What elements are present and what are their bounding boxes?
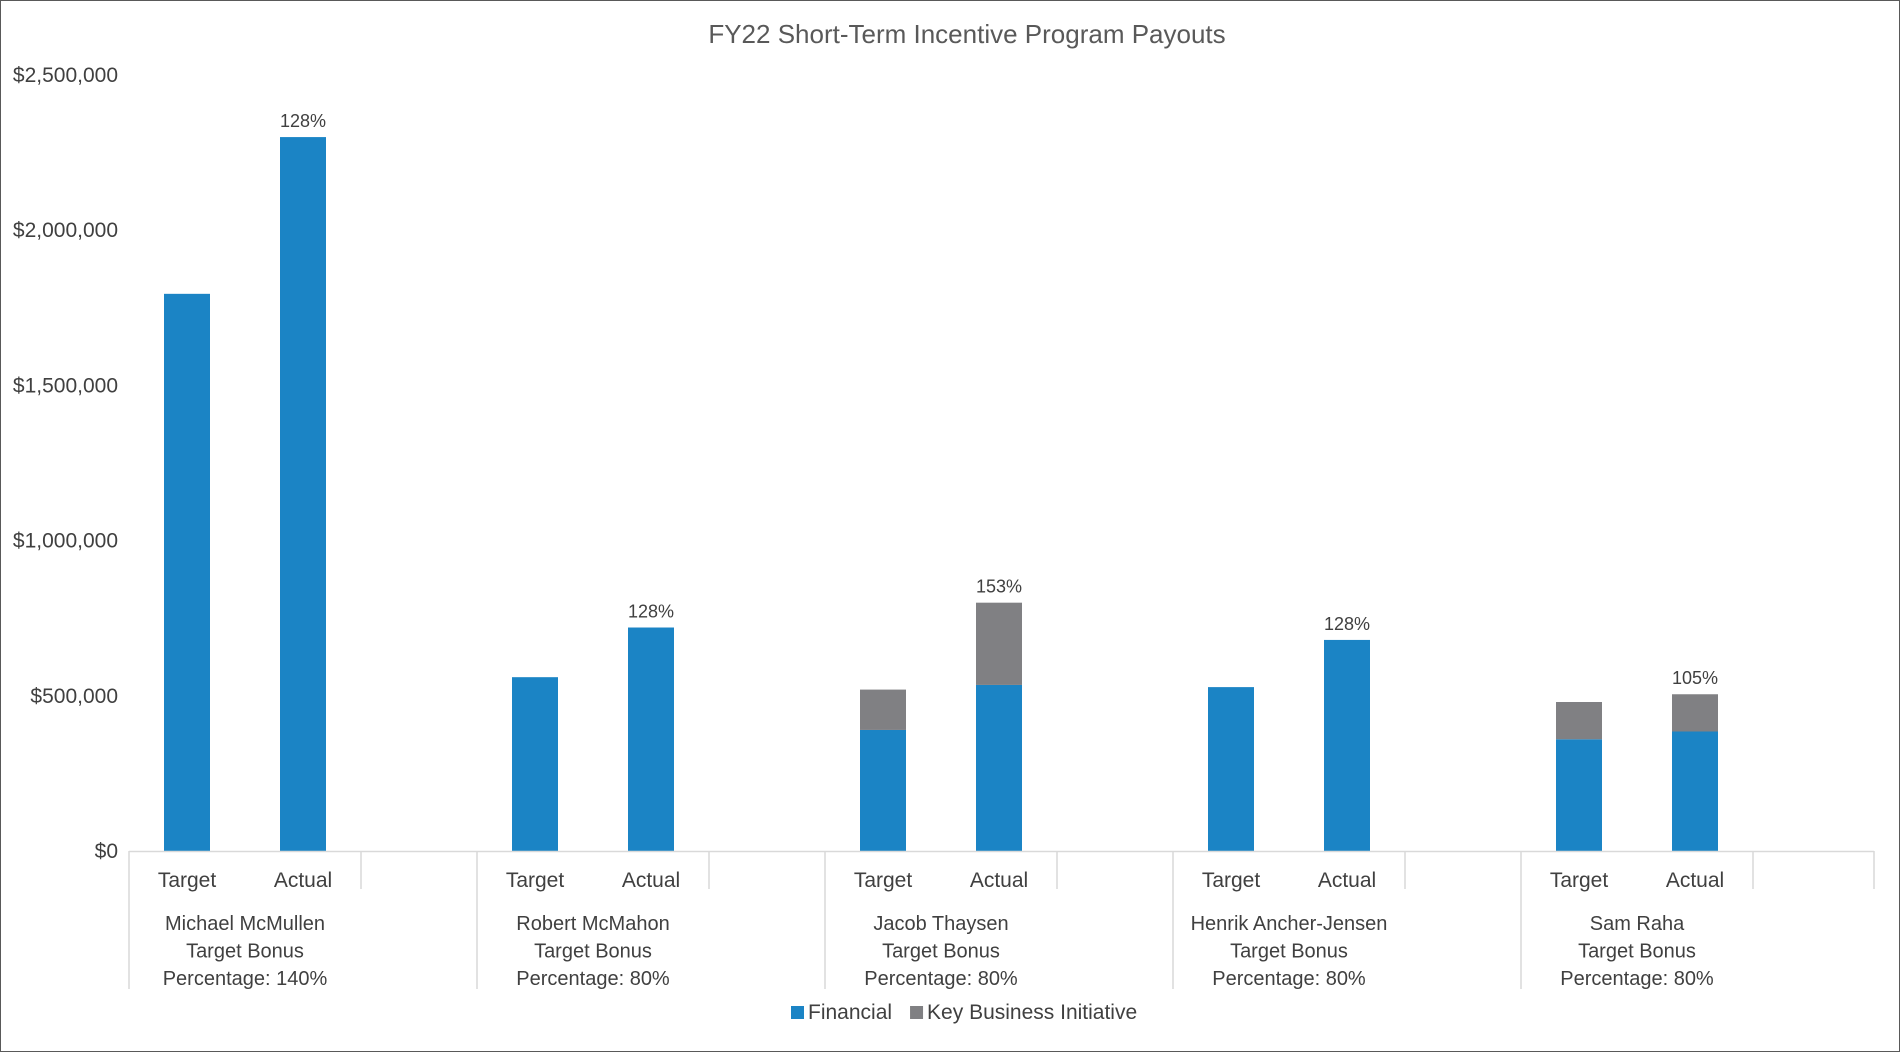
- y-tick-label: $1,500,000: [13, 374, 118, 397]
- bar-financial: [1208, 687, 1254, 851]
- group-label: Henrik Ancher-Jensen: [1191, 913, 1388, 935]
- data-label: 128%: [1324, 614, 1370, 634]
- group-label: Target Bonus: [186, 941, 304, 963]
- bar-financial: [860, 729, 906, 851]
- group-label: Sam Raha: [1590, 913, 1685, 935]
- legend-swatch: [910, 1006, 924, 1019]
- x-axis: [128, 850, 1875, 989]
- group-label: Percentage: 80%: [516, 968, 670, 990]
- data-label: 153%: [976, 577, 1022, 597]
- chart-title: FY22 Short-Term Incentive Program Payout…: [708, 19, 1225, 49]
- bar-financial: [1672, 731, 1718, 851]
- group-label: Percentage: 80%: [864, 968, 1018, 990]
- bar-key-business-initiative: [860, 689, 906, 730]
- data-label: 128%: [280, 111, 326, 131]
- category-label: Target: [158, 869, 217, 892]
- bar-financial: [976, 684, 1022, 851]
- category-label: Actual: [622, 869, 680, 892]
- bar-financial: [280, 137, 326, 851]
- group-label: Jacob Thaysen: [873, 913, 1008, 935]
- bar-key-business-initiative: [976, 602, 1022, 685]
- group-label: Target Bonus: [534, 941, 652, 963]
- data-label: 128%: [628, 602, 674, 622]
- bar-key-business-initiative: [1672, 694, 1718, 732]
- legend: Financial Key Business Initiative: [791, 1001, 1137, 1024]
- legend-swatch: [791, 1006, 804, 1019]
- y-tick-label: $1,000,000: [13, 530, 118, 553]
- y-tick-label: $2,500,000: [13, 64, 118, 87]
- bar-financial: [164, 293, 210, 851]
- group-label: Target Bonus: [1230, 941, 1348, 963]
- group-label: Percentage: 80%: [1212, 968, 1366, 990]
- group-label: Target Bonus: [882, 941, 1000, 963]
- category-label: Target: [506, 869, 565, 892]
- data-label: 105%: [1672, 668, 1718, 688]
- category-label: Actual: [970, 869, 1028, 892]
- x-axis-labels: Target Actual Michael McMullen Target Bonus…: [158, 869, 1724, 990]
- y-tick-label: $2,000,000: [13, 219, 118, 242]
- group-label: Michael McMullen: [165, 913, 325, 935]
- legend-label: Financial: [808, 1001, 892, 1024]
- bar-financial: [1324, 639, 1370, 851]
- category-label: Target: [854, 869, 913, 892]
- group-label: Percentage: 80%: [1560, 968, 1714, 990]
- legend-label: Key Business Initiative: [927, 1001, 1137, 1024]
- bars: 128% 128% 153% 128% 105%: [164, 111, 1718, 851]
- group-label: Percentage: 140%: [163, 968, 328, 990]
- group-label: Target Bonus: [1578, 941, 1696, 963]
- bar-financial: [628, 627, 674, 851]
- category-label: Actual: [274, 869, 332, 892]
- y-tick-label: $0: [95, 840, 118, 863]
- category-label: Target: [1550, 869, 1609, 892]
- group-label: Robert McMahon: [516, 913, 669, 935]
- bar-financial: [512, 677, 558, 851]
- y-axis-ticks: $0 $500,000 $1,000,000 $1,500,000 $2,000,000…: [13, 64, 118, 863]
- category-label: Actual: [1318, 869, 1376, 892]
- category-label: Actual: [1666, 869, 1724, 892]
- bar-financial: [1556, 739, 1602, 851]
- bar-key-business-initiative: [1556, 702, 1602, 740]
- y-tick-label: $500,000: [30, 685, 118, 708]
- category-label: Target: [1202, 869, 1261, 892]
